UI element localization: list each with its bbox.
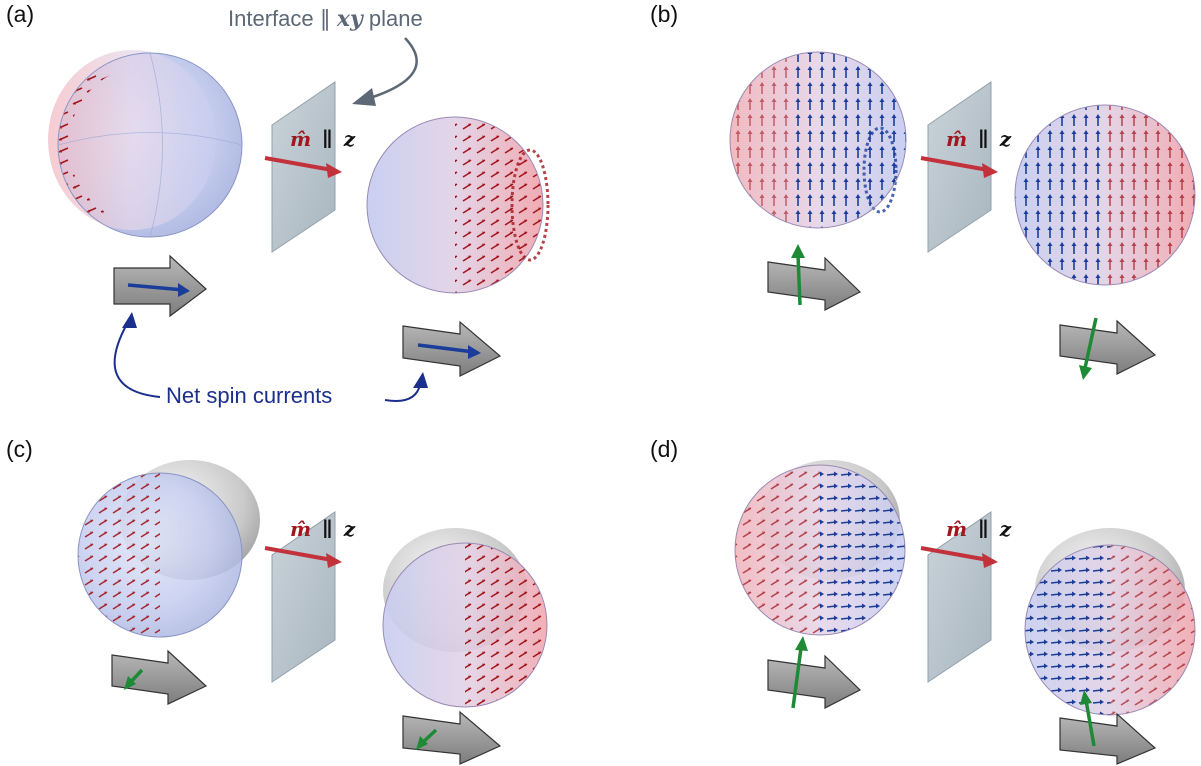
panel-label-d: (d) bbox=[650, 436, 678, 462]
panel-c: m̂ ∥ z bbox=[77, 460, 548, 765]
m-axis-a: z bbox=[343, 127, 356, 151]
spin-sphere-left-a bbox=[48, 50, 243, 238]
m-parallel-d: ∥ bbox=[978, 517, 989, 541]
panel-label-b: (b) bbox=[650, 1, 678, 27]
m-parallel-b: ∥ bbox=[978, 127, 989, 151]
interface-suffix: plane bbox=[363, 6, 423, 31]
panel-label-a: (a) bbox=[6, 1, 34, 27]
m-label-a: m̂ ∥ z bbox=[290, 127, 356, 151]
interface-plane-b bbox=[927, 81, 992, 253]
interface-prefix: Interface ∥ bbox=[228, 6, 337, 31]
m-axis-b: z bbox=[999, 127, 1012, 151]
spin-sphere-right-a bbox=[366, 116, 550, 294]
net-spin-pointer-left bbox=[113, 312, 161, 398]
interface-math: xy bbox=[336, 6, 365, 32]
m-symbol-b: m̂ bbox=[946, 127, 967, 151]
spin-current-arrow-c-right bbox=[402, 710, 502, 765]
net-spin-currents-label: Net spin currents bbox=[166, 383, 332, 408]
magnetization-arrow-a bbox=[264, 156, 342, 178]
panel-a: m̂ ∥ z Interface ∥ xy plane bbox=[48, 6, 550, 408]
net-spin-pointer-right bbox=[384, 372, 428, 402]
panel-b: m̂ ∥ z bbox=[729, 51, 1196, 380]
interface-plane-d bbox=[927, 511, 992, 683]
spin-current-arrow-a-right bbox=[402, 320, 502, 377]
m-parallel-c: ∥ bbox=[322, 517, 333, 541]
spin-current-arrow-c-left bbox=[111, 649, 208, 705]
panel-label-c: (c) bbox=[6, 436, 33, 462]
spin-sphere-right-b bbox=[1014, 104, 1196, 286]
spin-sphere-right-d bbox=[1024, 528, 1196, 716]
interface-plane-a bbox=[271, 81, 336, 253]
m-symbol-a: m̂ bbox=[290, 127, 311, 151]
spin-sphere-left-c bbox=[77, 460, 260, 638]
m-axis-c: z bbox=[343, 517, 356, 541]
spin-current-arrow-a-left bbox=[113, 254, 207, 318]
spin-current-arrow-d-right bbox=[1059, 690, 1157, 765]
panel-d: m̂ ∥ z bbox=[734, 460, 1196, 765]
spin-current-arrow-d-left bbox=[767, 636, 862, 709]
m-axis-d: z bbox=[999, 517, 1012, 541]
m-label-d: m̂ ∥ z bbox=[946, 517, 1012, 541]
spin-sphere-left-b bbox=[729, 51, 907, 229]
interface-pointer-arrow bbox=[352, 37, 418, 106]
spin-sphere-left-d bbox=[734, 460, 906, 636]
m-label-b: m̂ ∥ z bbox=[946, 127, 1012, 151]
m-symbol-d: m̂ bbox=[946, 517, 967, 541]
interface-plane-c bbox=[271, 511, 336, 683]
spin-sphere-right-c bbox=[382, 528, 548, 708]
magnetization-arrow-d bbox=[920, 546, 998, 568]
m-symbol-c: m̂ bbox=[290, 517, 311, 541]
magnetization-arrow-b bbox=[920, 156, 998, 178]
spin-current-arrow-b-right bbox=[1059, 317, 1157, 380]
m-parallel-a: ∥ bbox=[322, 127, 333, 151]
spin-current-arrow-b-left bbox=[767, 244, 862, 311]
magnetization-arrow-c bbox=[264, 546, 342, 568]
interface-annotation: Interface ∥ xy plane bbox=[228, 6, 423, 32]
m-label-c: m̂ ∥ z bbox=[290, 517, 356, 541]
